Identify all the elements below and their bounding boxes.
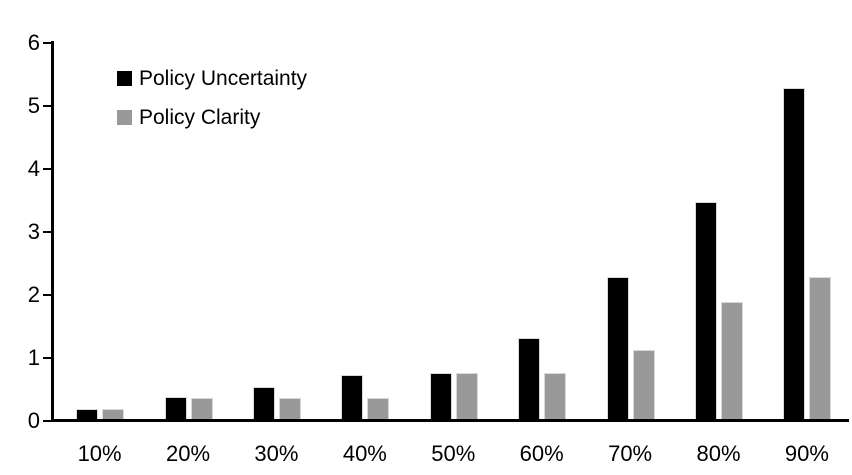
bar-policy-clarity-60- bbox=[544, 373, 567, 422]
y-axis-tick-label: 1 bbox=[27, 345, 40, 370]
x-axis-tick-label: 30% bbox=[254, 441, 299, 466]
y-axis-line bbox=[51, 41, 54, 422]
legend-label-policy-clarity: Policy Clarity bbox=[139, 106, 261, 129]
bar-policy-uncertainty-80- bbox=[695, 201, 718, 422]
y-axis-tick-label: 3 bbox=[27, 219, 40, 244]
y-axis-tick bbox=[43, 356, 51, 359]
y-axis-tick-label: 5 bbox=[27, 93, 40, 118]
bar-policy-uncertainty-30- bbox=[252, 387, 275, 422]
bar-policy-clarity-40- bbox=[367, 398, 390, 422]
legend-item-policy-clarity: Policy Clarity bbox=[117, 105, 307, 130]
bar-policy-clarity-70- bbox=[632, 350, 655, 422]
legend-item-policy-uncertainty: Policy Uncertainty bbox=[117, 66, 307, 91]
x-axis-line bbox=[51, 419, 849, 422]
legend-swatch-policy-clarity-icon bbox=[117, 110, 132, 125]
bar-policy-clarity-90- bbox=[809, 277, 832, 422]
bar-policy-clarity-50- bbox=[455, 373, 478, 422]
y-axis-tick bbox=[43, 419, 51, 422]
chart-legend: Policy Uncertainty Policy Clarity bbox=[117, 66, 307, 144]
bar-policy-clarity-10- bbox=[102, 409, 125, 422]
y-axis-tick bbox=[43, 167, 51, 170]
bar-policy-uncertainty-90- bbox=[783, 88, 806, 422]
bar-policy-uncertainty-70- bbox=[606, 277, 629, 422]
x-axis-tick-label: 20% bbox=[165, 441, 211, 466]
legend-swatch-policy-uncertainty-icon bbox=[117, 71, 132, 86]
y-axis-tick-label: 6 bbox=[27, 30, 40, 55]
bar-policy-uncertainty-20- bbox=[164, 396, 187, 422]
bar-policy-clarity-30- bbox=[278, 398, 301, 422]
x-axis-tick-label: 80% bbox=[696, 441, 741, 466]
y-axis-tick-label: 0 bbox=[27, 408, 40, 433]
bar-policy-uncertainty-10- bbox=[76, 409, 99, 422]
x-axis-tick-label: 90% bbox=[784, 441, 829, 466]
legend-label-policy-uncertainty: Policy Uncertainty bbox=[139, 67, 308, 90]
bar-policy-clarity-80- bbox=[721, 302, 744, 422]
x-axis-tick-label: 40% bbox=[342, 441, 387, 466]
bar-policy-clarity-20- bbox=[190, 398, 213, 422]
x-axis-tick-label: 60% bbox=[519, 441, 564, 466]
bar-policy-uncertainty-60- bbox=[518, 338, 541, 422]
x-axis-tick-label: 70% bbox=[608, 441, 653, 466]
bar-policy-uncertainty-40- bbox=[341, 374, 364, 422]
y-axis-tick bbox=[43, 104, 51, 107]
x-axis-tick-label: 50% bbox=[431, 441, 476, 466]
y-axis-tick bbox=[43, 293, 51, 296]
y-axis-tick bbox=[43, 230, 51, 233]
bar-policy-uncertainty-50- bbox=[429, 372, 452, 422]
y-axis-tick-label: 2 bbox=[27, 282, 40, 307]
y-axis-tick-label: 4 bbox=[27, 156, 40, 181]
x-axis-tick-label: 10% bbox=[77, 441, 122, 466]
y-axis-tick bbox=[43, 41, 51, 44]
